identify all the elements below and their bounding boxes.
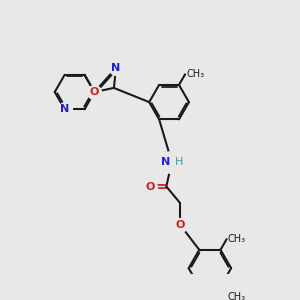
- Text: N: N: [161, 157, 170, 167]
- Text: H: H: [175, 157, 184, 167]
- Text: O: O: [145, 182, 155, 191]
- Text: CH₃: CH₃: [228, 234, 246, 244]
- Text: CH₃: CH₃: [228, 292, 246, 300]
- Text: O: O: [175, 220, 184, 230]
- Text: N: N: [60, 104, 69, 114]
- Text: CH₃: CH₃: [187, 69, 205, 79]
- Text: O: O: [90, 87, 99, 97]
- Text: N: N: [111, 63, 121, 73]
